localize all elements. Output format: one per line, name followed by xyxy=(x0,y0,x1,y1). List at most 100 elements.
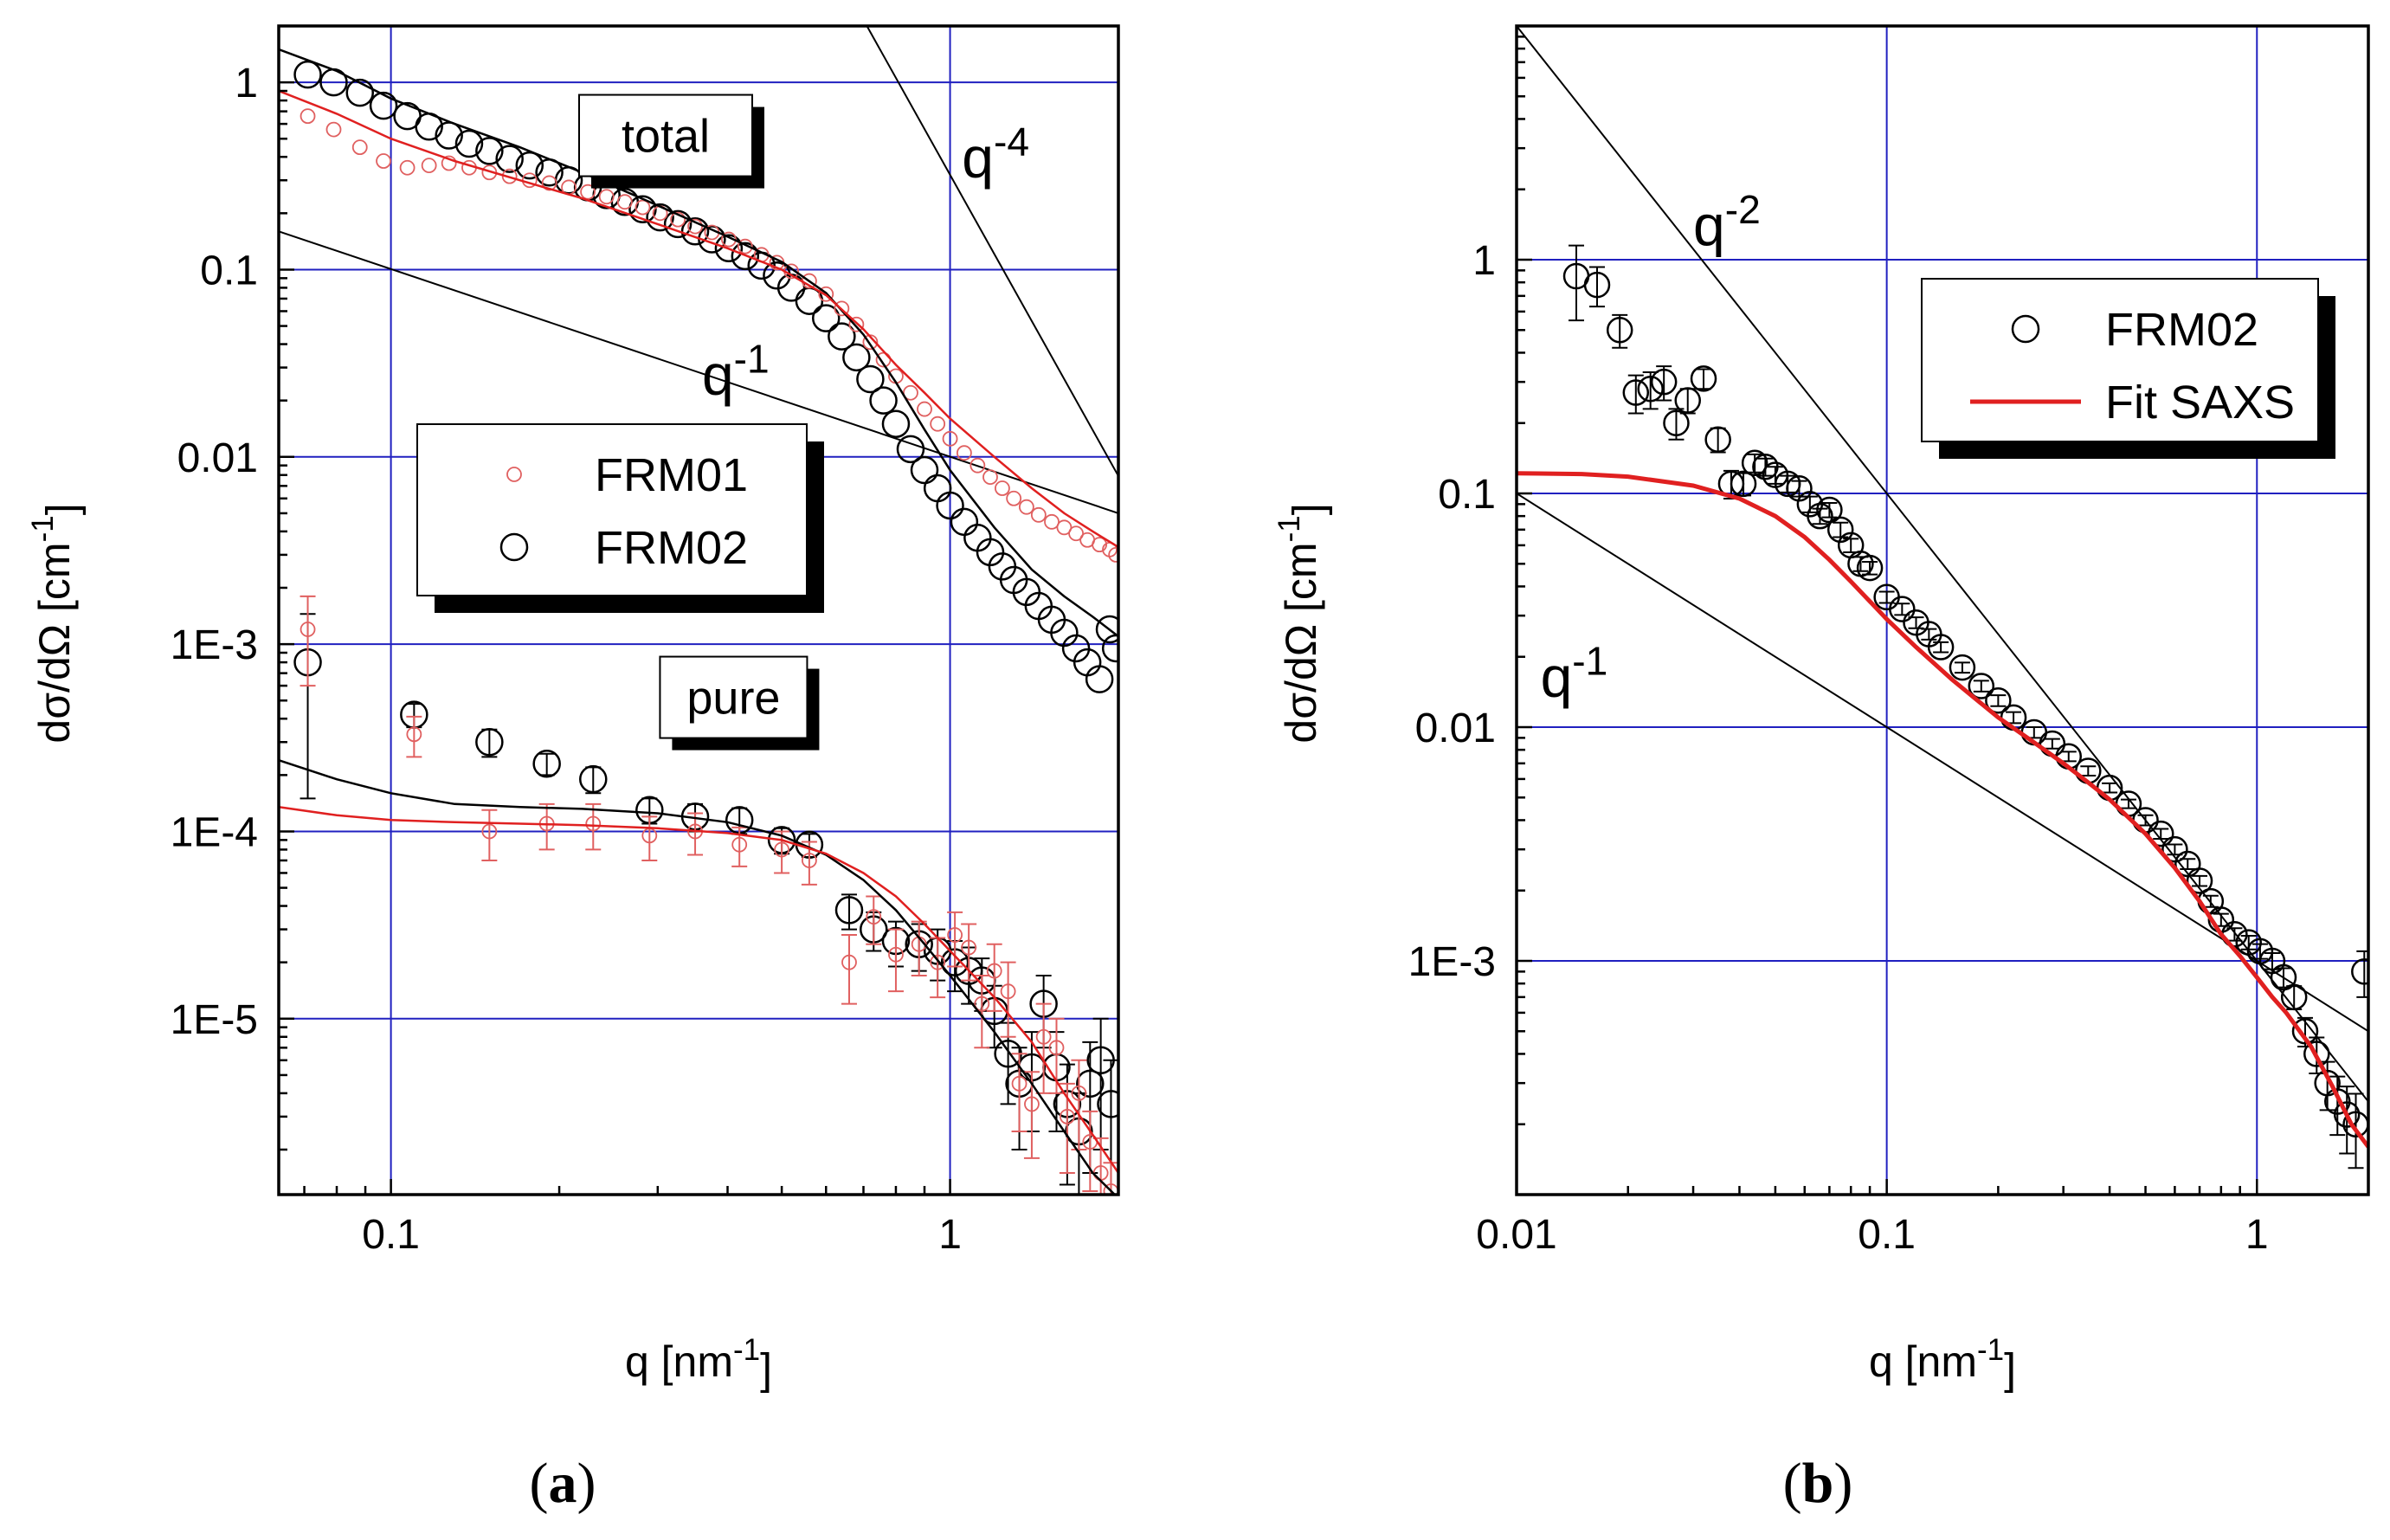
series-frm01-pure xyxy=(300,595,1118,1195)
ticks: 0.01 0.1 1 1 0.1 0.01 1E-3 xyxy=(1408,24,2370,1258)
data-point xyxy=(888,946,904,963)
x-axis-label: q [nm-1] xyxy=(625,1333,772,1394)
guide-line xyxy=(279,230,1118,514)
y-tick-label: 1E-5 xyxy=(171,997,258,1043)
legend-label: FRM02 xyxy=(2105,304,2258,356)
guide-line xyxy=(866,26,1118,477)
label-box-text: total xyxy=(622,111,710,163)
data-point xyxy=(1071,1085,1087,1101)
data-point xyxy=(399,159,416,176)
data-point xyxy=(1985,686,2012,714)
x-tick-label: 1 xyxy=(2245,1212,2269,1258)
legend-frame xyxy=(416,423,808,596)
data-point xyxy=(1108,547,1118,563)
data-point xyxy=(923,474,952,503)
data-point xyxy=(1068,525,1084,542)
data-point xyxy=(1024,1096,1040,1112)
data-point xyxy=(801,853,817,868)
y-tick-label: 1E-3 xyxy=(171,622,258,668)
axes-frame xyxy=(1515,24,2370,1196)
data-point xyxy=(406,726,422,743)
data-point xyxy=(325,121,342,138)
chart-panel-a: 0.1 1 1 0.1 0.01 1E-3 1E-4 1E-5 q [nm-1] dσ/dΩ [c… xyxy=(26,24,1120,1515)
data-point xyxy=(1101,634,1118,663)
legend-circle-marker xyxy=(506,467,522,482)
data-point xyxy=(351,139,368,156)
data-point xyxy=(866,909,882,925)
data-point xyxy=(956,445,972,461)
data-point xyxy=(812,304,841,332)
data-point xyxy=(1622,379,1650,406)
x-tick-label: 0.01 xyxy=(1476,1212,1556,1258)
data-point xyxy=(515,151,544,180)
plot-area xyxy=(279,26,1118,1195)
data-point xyxy=(1095,615,1118,644)
data-point xyxy=(1000,983,1016,1000)
data-point xyxy=(731,242,760,271)
data-point xyxy=(834,896,864,925)
data-point xyxy=(541,175,557,191)
data-point xyxy=(1826,516,1854,544)
data-point xyxy=(869,386,898,415)
label-box-total: total xyxy=(578,93,765,189)
data-point xyxy=(1086,1046,1115,1075)
data-point xyxy=(930,954,946,970)
data-point xyxy=(454,129,484,158)
y-tick-label: 0.1 xyxy=(200,248,258,293)
legend: FRM02 Fit SAXS xyxy=(1921,278,2335,459)
chart-panel-b: 0.01 0.1 1 1 0.1 0.01 1E-3 q [nm-1] dσ/dΩ [cm-1]… xyxy=(1272,24,2370,1515)
data-point xyxy=(345,78,375,107)
data-point xyxy=(1076,1069,1105,1099)
data-point xyxy=(1085,665,1114,693)
data-point xyxy=(917,401,932,417)
data-point xyxy=(1889,596,1916,622)
x-tick-label: 0.1 xyxy=(362,1212,420,1258)
data-point xyxy=(936,491,964,520)
data-point xyxy=(1730,470,1757,498)
fit-curve xyxy=(279,89,1118,549)
x-tick-label: 0.1 xyxy=(1858,1212,1916,1258)
series-frm01-total xyxy=(300,108,1118,563)
legend-circle-marker xyxy=(499,532,529,562)
data-point xyxy=(1637,376,1664,403)
label-box-text: pure xyxy=(686,673,780,725)
data-point xyxy=(1690,365,1717,392)
grid xyxy=(1517,26,2368,1195)
ticks: 0.1 1 1 0.1 0.01 1E-3 1E-4 1E-5 xyxy=(171,24,1120,1258)
plot-area xyxy=(1517,26,2368,1169)
y-tick-label: 0.01 xyxy=(177,435,258,481)
data-point xyxy=(1048,1040,1065,1056)
data-point xyxy=(2303,1041,2330,1067)
data-point xyxy=(1011,1075,1028,1092)
data-point xyxy=(1059,1109,1075,1124)
data-point xyxy=(974,996,990,1012)
data-point xyxy=(942,430,958,447)
x-axis-label: q [nm-1] xyxy=(1869,1333,2016,1394)
data-point xyxy=(1035,1028,1052,1045)
y-tick-label: 1 xyxy=(1472,238,1496,284)
y-tick-label: 1 xyxy=(235,61,258,106)
power-law-label: q-2 xyxy=(1693,187,1761,257)
data-point xyxy=(774,841,790,858)
label-box-pure: pure xyxy=(659,655,820,751)
data-point xyxy=(495,145,524,173)
data-point xyxy=(616,194,633,210)
data-point xyxy=(986,963,1002,979)
guide-line xyxy=(1517,26,2368,1103)
power-law-label: q-4 xyxy=(962,119,1029,190)
label-box-frame xyxy=(659,655,808,739)
data-point xyxy=(1704,426,1731,454)
data-point xyxy=(1741,449,1768,477)
data-point xyxy=(842,343,871,372)
data-point xyxy=(1097,1090,1118,1118)
legend-circle-marker xyxy=(2011,314,2040,344)
fit-curve xyxy=(279,806,1118,1174)
data-point xyxy=(1968,673,1995,699)
data-point xyxy=(580,184,596,200)
data-point xyxy=(970,457,986,474)
data-point xyxy=(2291,1018,2319,1045)
data-point xyxy=(2333,1101,2361,1128)
data-point xyxy=(635,199,651,216)
data-point xyxy=(1927,634,1955,660)
data-point xyxy=(2324,1088,2351,1115)
